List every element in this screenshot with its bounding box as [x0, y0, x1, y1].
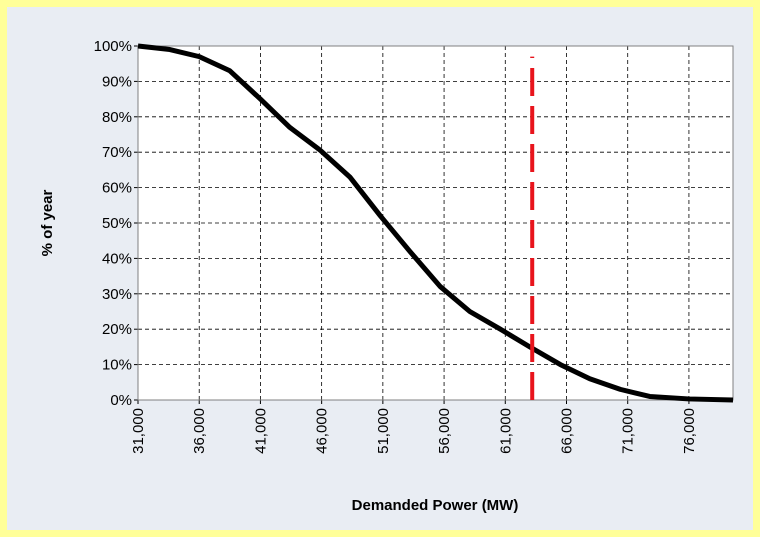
- y-tick-label: 30%: [102, 286, 132, 303]
- y-tick-label: 90%: [102, 73, 132, 90]
- plot-frame: [137, 45, 734, 401]
- line: [137, 43, 734, 403]
- x-tick-label: 76,000: [681, 408, 698, 454]
- x-tick-label: 31,000: [130, 408, 147, 454]
- y-tick-label: 70%: [102, 144, 132, 161]
- y-axis-title: % of year: [39, 189, 56, 256]
- y-tick-label: 10%: [102, 357, 132, 374]
- x-tick-label: 46,000: [314, 408, 331, 454]
- y-tick-label: 20%: [102, 321, 132, 338]
- y-tick-label: 100%: [94, 38, 132, 55]
- y-tick-label: 50%: [102, 215, 132, 232]
- x-axis-title: Demanded Power (MW): [352, 497, 519, 514]
- y-tick-label: 0%: [110, 392, 132, 409]
- y-tick-label: 60%: [102, 180, 132, 197]
- x-tick-label: 56,000: [436, 408, 453, 454]
- x-tick-label: 41,000: [252, 408, 269, 454]
- x-tick-label: 61,000: [497, 408, 514, 454]
- x-tick-label: 66,000: [558, 408, 575, 454]
- x-tick-label: 36,000: [191, 408, 208, 454]
- x-tick-label: 51,000: [375, 408, 392, 454]
- y-tick-label: 80%: [102, 109, 132, 126]
- x-tick-label: 71,000: [620, 408, 637, 454]
- y-tick-label: 40%: [102, 250, 132, 267]
